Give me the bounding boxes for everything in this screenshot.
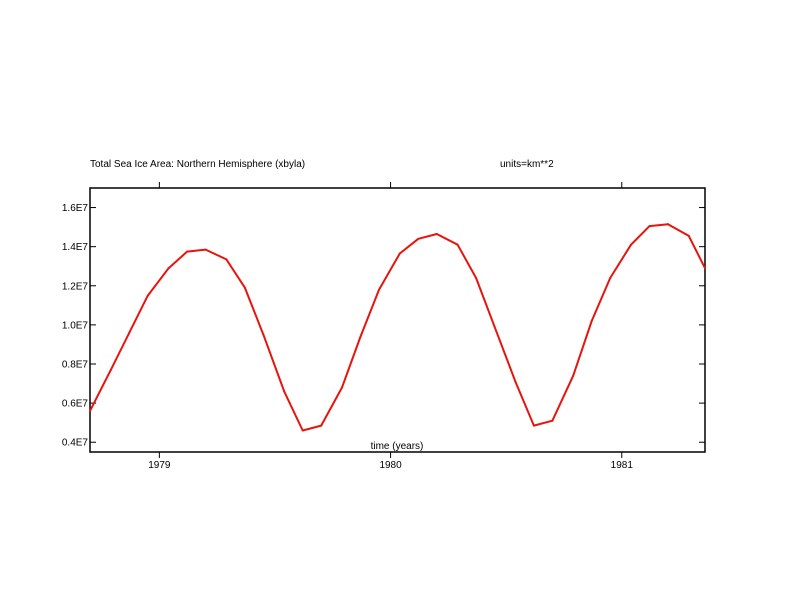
x-axis-label: time (years) xyxy=(371,441,424,452)
data-point xyxy=(359,335,362,338)
series-line xyxy=(89,223,706,432)
data-point xyxy=(435,232,438,235)
data-point xyxy=(514,380,517,383)
data-point xyxy=(204,248,207,251)
chart-title: Total Sea Ice Area: Northern Hemisphere … xyxy=(90,159,305,170)
y-tick-label: 0.4E7 xyxy=(62,438,89,449)
data-point xyxy=(89,409,91,412)
data-point xyxy=(417,237,420,240)
data-point xyxy=(109,368,112,371)
data-points xyxy=(89,223,706,432)
y-axis: 0.4E7 0.6E7 0.8E7 1.0E7 1.2E7 1.4E7 1.6E7 xyxy=(62,203,705,449)
data-point xyxy=(687,234,690,237)
data-point xyxy=(475,276,478,279)
data-point xyxy=(301,429,304,432)
x-tick-label: 1979 xyxy=(148,460,171,471)
data-point xyxy=(262,333,265,336)
y-tick-label: 1.6E7 xyxy=(62,203,89,214)
data-point xyxy=(609,276,612,279)
data-point xyxy=(590,319,593,322)
data-point xyxy=(667,223,670,226)
data-point xyxy=(167,267,170,270)
x-tick-label: 1980 xyxy=(379,460,402,471)
data-point xyxy=(704,267,706,270)
y-tick-label: 0.6E7 xyxy=(62,399,89,410)
data-point xyxy=(648,225,651,228)
data-point xyxy=(186,250,189,253)
data-point xyxy=(532,424,535,427)
data-point xyxy=(572,374,575,377)
data-point xyxy=(128,331,131,334)
y-tick-label: 1.4E7 xyxy=(62,242,89,253)
data-point xyxy=(630,243,633,246)
data-point xyxy=(341,386,344,389)
units-label: units=km**2 xyxy=(500,159,554,170)
y-tick-label: 0.8E7 xyxy=(62,360,89,371)
data-point xyxy=(320,424,323,427)
plot-frame xyxy=(89,187,706,453)
data-point xyxy=(551,419,554,422)
y-tick-label: 1.2E7 xyxy=(62,281,89,292)
data-point xyxy=(243,286,246,289)
data-point xyxy=(398,252,401,255)
data-point xyxy=(146,294,149,297)
data-point xyxy=(225,258,228,261)
data-point xyxy=(493,325,496,328)
data-point xyxy=(283,390,286,393)
x-tick-label: 1981 xyxy=(611,460,634,471)
x-axis: 1979 1980 1981 xyxy=(148,182,633,471)
data-point xyxy=(456,243,459,246)
y-tick-label: 1.0E7 xyxy=(62,320,89,331)
data-point xyxy=(378,288,381,291)
